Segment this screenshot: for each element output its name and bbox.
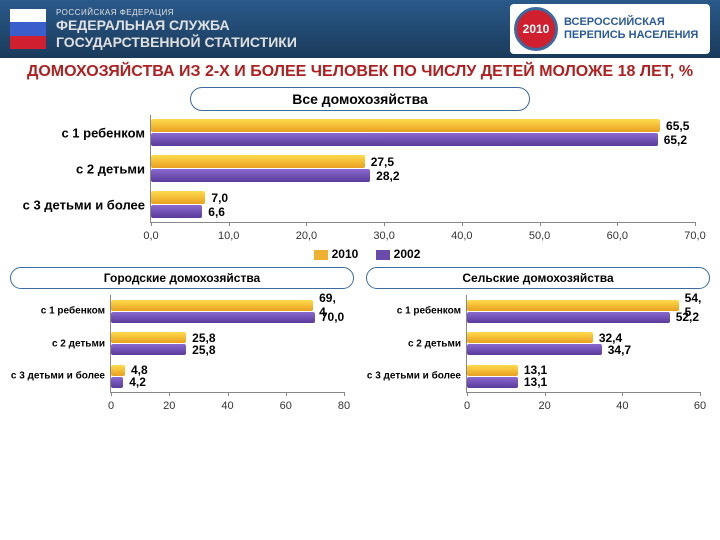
tick-label: 0 xyxy=(108,400,114,412)
bar-2010 xyxy=(151,191,205,204)
tick-label: 20 xyxy=(163,400,175,412)
category-label: с 1 ребенком xyxy=(366,306,461,317)
value-label: 65,2 xyxy=(664,133,687,147)
value-label: 25,8 xyxy=(192,343,215,357)
bar-2010 xyxy=(151,155,365,168)
chart-rural: 54, 552,232,434,713,113,10204060с 1 ребе… xyxy=(366,295,710,415)
tick-label: 0,0 xyxy=(143,230,158,242)
tick-label: 40 xyxy=(221,400,233,412)
bar-2002 xyxy=(151,205,202,218)
bar-2010 xyxy=(111,332,186,343)
tick-label: 50,0 xyxy=(529,230,550,242)
chart-all: 65,565,2 27,528,2 7,06,6 0,0 10,0 20,0 30,0 40,… xyxy=(10,115,705,245)
chart-urban: 69, 470,025,825,84,84,2020406080с 1 ребе… xyxy=(10,295,354,415)
tick-label: 60 xyxy=(694,400,706,412)
pill-rural: Сельские домохозяйства xyxy=(366,267,710,289)
category-label: с 3 детьми и более xyxy=(366,371,461,382)
tick-label: 30,0 xyxy=(373,230,394,242)
category-label: с 2 детьми xyxy=(10,161,145,176)
logo-text-1: ВСЕРОССИЙСКАЯ xyxy=(564,16,698,29)
tick-label: 40,0 xyxy=(451,230,472,242)
value-label: 27,5 xyxy=(371,155,394,169)
tick-label: 20,0 xyxy=(296,230,317,242)
bar-2002 xyxy=(151,133,658,146)
bar-2002 xyxy=(151,169,370,182)
value-label: 13,1 xyxy=(524,375,547,389)
logo-badge: 2010 xyxy=(514,7,558,51)
category-label: с 1 ребенком xyxy=(10,306,105,317)
value-label: 28,2 xyxy=(376,169,399,183)
value-label: 4,2 xyxy=(129,375,146,389)
category-label: с 1 ребенком xyxy=(10,125,145,140)
tick-label: 20 xyxy=(539,400,551,412)
bar-2010 xyxy=(111,300,313,311)
flag-stripe xyxy=(10,36,46,49)
legend-label-2002: 2002 xyxy=(394,247,421,261)
header-small: РОССИЙСКАЯ ФЕДЕРАЦИЯ xyxy=(56,8,297,17)
header-text: РОССИЙСКАЯ ФЕДЕРАЦИЯ ФЕДЕРАЛЬНАЯ СЛУЖБА … xyxy=(56,8,297,51)
bar-2010 xyxy=(111,365,125,376)
value-label: 7,0 xyxy=(211,191,228,205)
pill-urban: Городские домохозяйства xyxy=(10,267,354,289)
col-urban: Городские домохозяйства 69, 470,025,825,… xyxy=(10,267,354,415)
legend-swatch-2002 xyxy=(376,250,390,260)
bar-2010 xyxy=(467,300,679,311)
value-label: 6,6 xyxy=(208,205,225,219)
bar-2010 xyxy=(467,332,593,343)
logo-text-2: ПЕРЕПИСЬ НАСЕЛЕНИЯ xyxy=(564,29,698,42)
bar-2002 xyxy=(467,312,670,323)
census-logo: 2010 ВСЕРОССИЙСКАЯ ПЕРЕПИСЬ НАСЕЛЕНИЯ xyxy=(510,4,710,54)
bar-2002 xyxy=(467,344,602,355)
tick-label: 70,0 xyxy=(684,230,705,242)
tick-label: 80 xyxy=(338,400,350,412)
header: РОССИЙСКАЯ ФЕДЕРАЦИЯ ФЕДЕРАЛЬНАЯ СЛУЖБА … xyxy=(0,0,720,58)
tick-label: 0 xyxy=(464,400,470,412)
flag-stripe xyxy=(10,9,46,22)
value-label: 34,7 xyxy=(608,343,631,357)
bar-2010 xyxy=(151,119,660,132)
logo-text: ВСЕРОССИЙСКАЯ ПЕРЕПИСЬ НАСЕЛЕНИЯ xyxy=(564,16,698,42)
legend-swatch-2010 xyxy=(314,250,328,260)
header-line2: ГОСУДАРСТВЕННОЙ СТАТИСТИКИ xyxy=(56,34,297,51)
flag-stripe xyxy=(10,22,46,35)
bar-2010 xyxy=(467,365,518,376)
legend-label-2010: 2010 xyxy=(332,247,359,261)
category-label: с 2 детьми xyxy=(10,338,105,349)
bar-2002 xyxy=(111,344,186,355)
flag-icon xyxy=(10,9,46,49)
header-line1: ФЕДЕРАЛЬНАЯ СЛУЖБА xyxy=(56,17,297,34)
bar-2002 xyxy=(467,377,518,388)
value-label: 52,2 xyxy=(676,310,699,324)
col-rural: Сельские домохозяйства 54, 552,232,434,7… xyxy=(366,267,710,415)
pill-all: Все домохозяйства xyxy=(190,87,530,111)
value-label: 65,5 xyxy=(666,119,689,133)
tick-label: 40 xyxy=(616,400,628,412)
tick-label: 10,0 xyxy=(218,230,239,242)
category-label: с 3 детьми и более xyxy=(10,371,105,382)
bar-2002 xyxy=(111,312,315,323)
value-label: 70,0 xyxy=(321,310,344,324)
category-label: с 3 детьми и более xyxy=(10,197,145,212)
tick-label: 60 xyxy=(280,400,292,412)
main-title: ДОМОХОЗЯЙСТВА ИЗ 2-Х И БОЛЕЕ ЧЕЛОВЕК ПО … xyxy=(0,58,720,85)
tick-label: 60,0 xyxy=(607,230,628,242)
category-label: с 2 детьми xyxy=(366,338,461,349)
bar-2002 xyxy=(111,377,123,388)
legend: 2010 2002 xyxy=(0,247,720,261)
